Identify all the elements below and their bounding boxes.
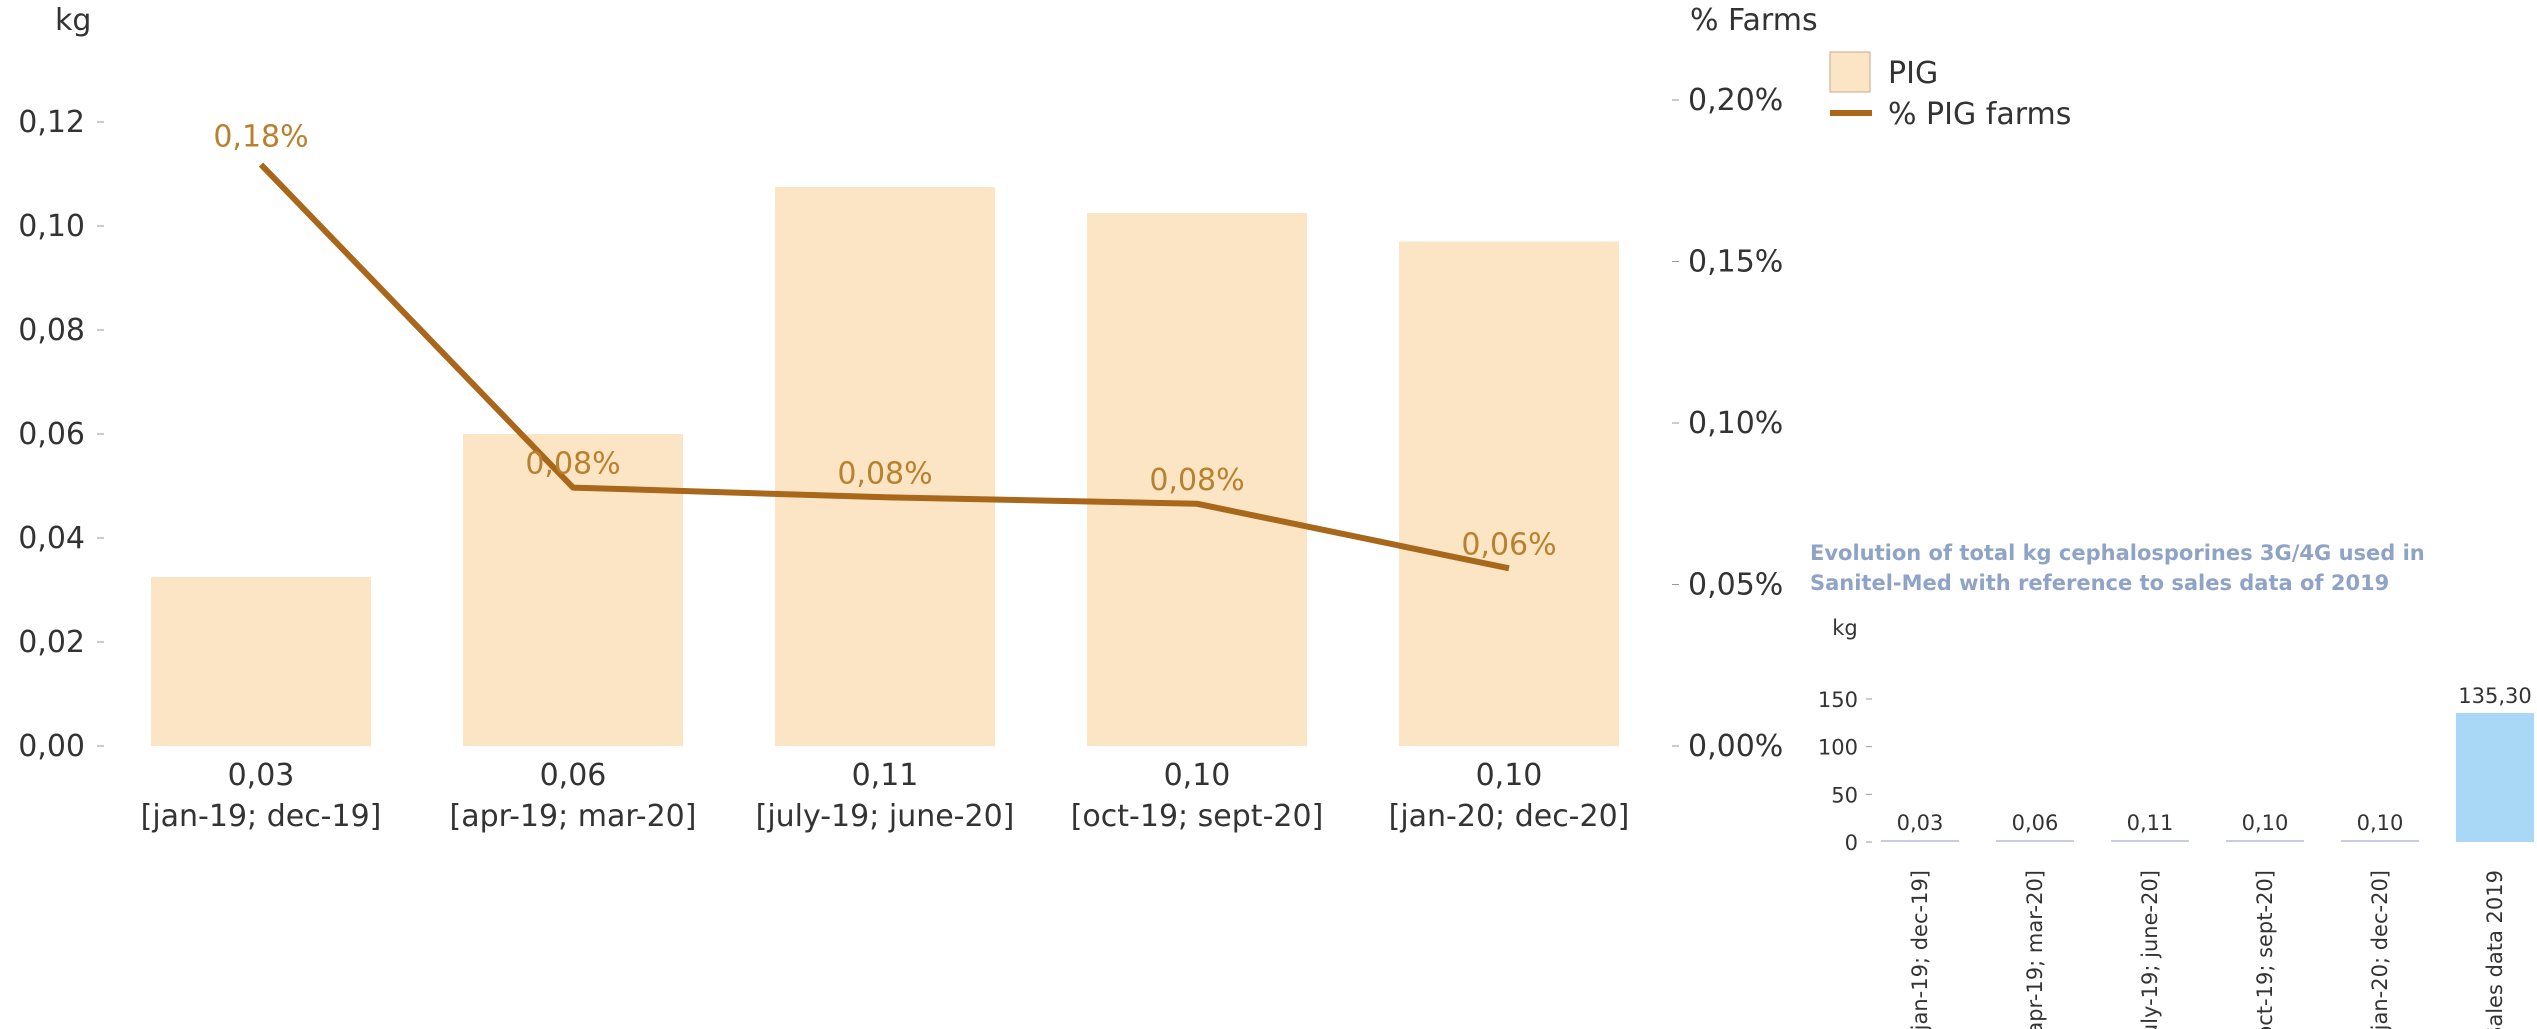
- left-tick-label: 0,02: [18, 625, 85, 660]
- inset-y-tick-label: 0: [1845, 831, 1858, 855]
- x-category-label: [jan-19; dec-19]: [141, 799, 382, 834]
- right-tick-label: 0,05%: [1688, 568, 1783, 603]
- right-tick-label: 0,00%: [1688, 729, 1783, 764]
- bar-pig: [151, 577, 371, 746]
- bar-pig: [1399, 241, 1619, 746]
- inset-title-line1: Evolution of total kg cephalosporines 3G…: [1810, 541, 2425, 565]
- inset-bar: [2111, 840, 2189, 842]
- inset-bar: [1881, 840, 1959, 842]
- inset-bar-value-label: 135,30: [2458, 684, 2531, 708]
- line-point-label: 0,18%: [213, 120, 308, 155]
- legend-label-farms: % PIG farms: [1888, 97, 2071, 132]
- inset-x-category-label: [jan-19; dec-19]: [1908, 870, 1932, 1029]
- inset-title-line2: Sanitel-Med with reference to sales data…: [1810, 571, 2389, 595]
- x-category-label: [apr-19; mar-20]: [450, 799, 697, 834]
- inset-bar-value-label: 0,06: [2012, 811, 2059, 835]
- inset-y-axis-title: kg: [1832, 616, 1858, 640]
- bar-value-label: 0,06: [540, 758, 607, 793]
- inset-x-category-label: Sales data 2019: [2483, 870, 2507, 1029]
- left-tick-label: 0,12: [18, 105, 85, 140]
- inset-y-tick-label: 150: [1818, 688, 1858, 712]
- x-category-label: [jan-20; dec-20]: [1389, 799, 1630, 834]
- x-category-label: [july-19; june-20]: [756, 799, 1015, 834]
- left-tick-label: 0,06: [18, 417, 85, 452]
- line-pig-farms: [258, 162, 1510, 572]
- legend-label-pig: PIG: [1888, 56, 1938, 91]
- legend-swatch-pig: [1829, 51, 1871, 93]
- inset-bar: [2456, 713, 2534, 842]
- left-tick-label: 0,10: [18, 209, 85, 244]
- inset-bar: [1996, 840, 2074, 842]
- inset-y-tick-label: 100: [1818, 736, 1858, 760]
- left-tick-label: 0,04: [18, 521, 85, 556]
- bar-pig: [775, 187, 995, 746]
- inset-bar-value-label: 0,10: [2357, 811, 2404, 835]
- left-tick-label: 0,08: [18, 313, 85, 348]
- right-tick-label: 0,15%: [1688, 245, 1783, 280]
- right-axis-title: % Farms: [1690, 3, 1818, 38]
- inset-x-category-label: [jan-20; dec-20]: [2368, 870, 2392, 1029]
- inset-bar: [2341, 840, 2419, 842]
- inset-x-category-label: [july-19; june-20]: [2138, 870, 2162, 1029]
- line-point-label: 0,08%: [837, 456, 932, 491]
- right-tick-label: 0,20%: [1688, 83, 1783, 118]
- bar-value-label: 0,10: [1476, 758, 1543, 793]
- left-tick-label: 0,00: [18, 729, 85, 764]
- inset-bar-value-label: 0,03: [1897, 811, 1944, 835]
- right-tick-label: 0,10%: [1688, 406, 1783, 441]
- line-point-label: 0,08%: [525, 447, 620, 482]
- x-category-label: [oct-19; sept-20]: [1071, 799, 1324, 834]
- inset-bar: [2226, 840, 2304, 842]
- bar-value-label: 0,11: [852, 758, 919, 793]
- left-axis-title: kg: [55, 3, 91, 38]
- bar-value-label: 0,03: [228, 758, 295, 793]
- line-point-label: 0,06%: [1461, 527, 1556, 562]
- bar-pig: [1087, 213, 1307, 746]
- inset-bar-value-label: 0,10: [2242, 811, 2289, 835]
- bar-value-label: 0,10: [1164, 758, 1231, 793]
- inset-x-category-label: [apr-19; mar-20]: [2023, 870, 2047, 1029]
- line-point-label: 0,08%: [1149, 463, 1244, 498]
- inset-bar-value-label: 0,11: [2127, 811, 2174, 835]
- inset-x-category-label: [oct-19; sept-20]: [2253, 870, 2277, 1029]
- inset-y-tick-label: 50: [1831, 783, 1858, 807]
